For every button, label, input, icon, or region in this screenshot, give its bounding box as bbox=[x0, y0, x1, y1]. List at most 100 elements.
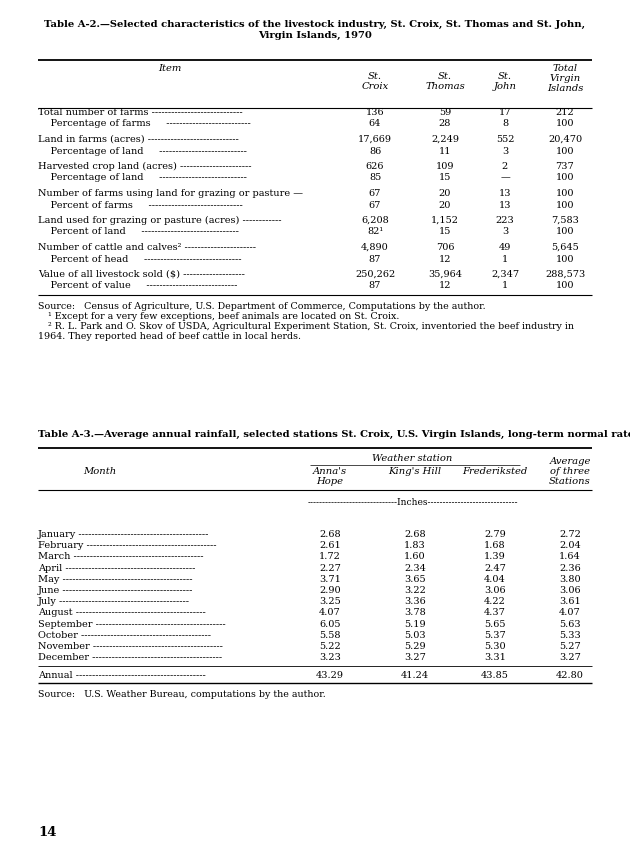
Text: July ----------------------------------------: July -----------------------------------… bbox=[38, 598, 190, 606]
Text: 100: 100 bbox=[556, 281, 575, 290]
Text: October ----------------------------------------: October --------------------------------… bbox=[38, 630, 211, 640]
Text: 5.29: 5.29 bbox=[404, 642, 426, 651]
Text: Islands: Islands bbox=[547, 84, 583, 93]
Text: 2.72: 2.72 bbox=[559, 530, 581, 539]
Text: Month: Month bbox=[83, 467, 117, 476]
Text: Anna's: Anna's bbox=[313, 467, 347, 476]
Text: 2.36: 2.36 bbox=[559, 564, 581, 572]
Text: Percentage of farms     --------------------------: Percentage of farms --------------------… bbox=[38, 120, 251, 128]
Text: Weather station: Weather station bbox=[372, 454, 453, 463]
Text: 4.37: 4.37 bbox=[484, 609, 506, 617]
Text: 5.58: 5.58 bbox=[319, 630, 341, 640]
Text: Source:   U.S. Weather Bureau, computations by the author.: Source: U.S. Weather Bureau, computation… bbox=[38, 690, 326, 700]
Text: 136: 136 bbox=[365, 108, 384, 117]
Text: Item: Item bbox=[158, 64, 181, 73]
Text: John: John bbox=[493, 82, 517, 91]
Text: 5.65: 5.65 bbox=[484, 619, 506, 629]
Text: June ----------------------------------------: June -----------------------------------… bbox=[38, 586, 193, 595]
Text: Percent of head     ------------------------------: Percent of head ------------------------… bbox=[38, 255, 241, 263]
Text: Percentage of land     ---------------------------: Percentage of land ---------------------… bbox=[38, 173, 247, 183]
Text: 3.31: 3.31 bbox=[484, 653, 506, 662]
Text: December ----------------------------------------: December -------------------------------… bbox=[38, 653, 222, 662]
Text: 5.33: 5.33 bbox=[559, 630, 581, 640]
Text: September ----------------------------------------: September ------------------------------… bbox=[38, 619, 226, 629]
Text: Percent of value     ----------------------------: Percent of value -----------------------… bbox=[38, 281, 238, 290]
Text: 2.27: 2.27 bbox=[319, 564, 341, 572]
Text: 13: 13 bbox=[499, 189, 512, 198]
Text: 223: 223 bbox=[496, 216, 514, 225]
Text: 3.71: 3.71 bbox=[319, 575, 341, 584]
Text: 5.63: 5.63 bbox=[559, 619, 581, 629]
Text: 1.83: 1.83 bbox=[404, 541, 426, 550]
Text: 5.30: 5.30 bbox=[484, 642, 506, 651]
Text: 2,249: 2,249 bbox=[431, 135, 459, 144]
Text: 49: 49 bbox=[499, 243, 511, 252]
Text: 1: 1 bbox=[502, 281, 508, 290]
Text: 3.25: 3.25 bbox=[319, 598, 341, 606]
Text: 626: 626 bbox=[366, 162, 384, 171]
Text: March ----------------------------------------: March ----------------------------------… bbox=[38, 553, 203, 561]
Text: Hope: Hope bbox=[316, 477, 343, 486]
Text: 100: 100 bbox=[556, 255, 575, 263]
Text: 2.04: 2.04 bbox=[559, 541, 581, 550]
Text: Percent of land     ------------------------------: Percent of land ------------------------… bbox=[38, 228, 239, 236]
Text: Average: Average bbox=[549, 457, 591, 466]
Text: February ----------------------------------------: February -------------------------------… bbox=[38, 541, 217, 550]
Text: Harvested crop land (acres) ----------------------: Harvested crop land (acres) ------------… bbox=[38, 162, 251, 171]
Text: 67: 67 bbox=[369, 201, 381, 210]
Text: 2.90: 2.90 bbox=[319, 586, 341, 595]
Text: 87: 87 bbox=[369, 281, 381, 290]
Text: 7,583: 7,583 bbox=[551, 216, 579, 225]
Text: 5.19: 5.19 bbox=[404, 619, 426, 629]
Text: 1,152: 1,152 bbox=[431, 216, 459, 225]
Text: 3.27: 3.27 bbox=[404, 653, 426, 662]
Text: 41.24: 41.24 bbox=[401, 671, 429, 681]
Text: 5.22: 5.22 bbox=[319, 642, 341, 651]
Text: 2.34: 2.34 bbox=[404, 564, 426, 572]
Text: 1: 1 bbox=[502, 255, 508, 263]
Text: 6.05: 6.05 bbox=[319, 619, 341, 629]
Text: 5.03: 5.03 bbox=[404, 630, 426, 640]
Text: 2.47: 2.47 bbox=[484, 564, 506, 572]
Text: 706: 706 bbox=[436, 243, 454, 252]
Text: 86: 86 bbox=[369, 146, 381, 156]
Text: August ----------------------------------------: August ---------------------------------… bbox=[38, 609, 206, 617]
Text: 109: 109 bbox=[436, 162, 454, 171]
Text: Percent of farms     -----------------------------: Percent of farms -----------------------… bbox=[38, 201, 243, 210]
Text: 2.68: 2.68 bbox=[404, 530, 426, 539]
Text: January ----------------------------------------: January --------------------------------… bbox=[38, 530, 209, 539]
Text: St.: St. bbox=[368, 72, 382, 81]
Text: 3.80: 3.80 bbox=[559, 575, 581, 584]
Text: Annual ----------------------------------------: Annual ---------------------------------… bbox=[38, 671, 206, 681]
Text: 11: 11 bbox=[438, 146, 451, 156]
Text: 3.65: 3.65 bbox=[404, 575, 426, 584]
Text: 17,669: 17,669 bbox=[358, 135, 392, 144]
Text: Total: Total bbox=[553, 64, 578, 73]
Text: 3.06: 3.06 bbox=[484, 586, 506, 595]
Text: 28: 28 bbox=[439, 120, 451, 128]
Text: 3.23: 3.23 bbox=[319, 653, 341, 662]
Text: 13: 13 bbox=[499, 201, 512, 210]
Text: Land used for grazing or pasture (acres) ------------: Land used for grazing or pasture (acres)… bbox=[38, 216, 282, 225]
Text: 2.79: 2.79 bbox=[484, 530, 506, 539]
Text: 100: 100 bbox=[556, 228, 575, 236]
Text: Frederiksted: Frederiksted bbox=[462, 467, 528, 476]
Text: 1.72: 1.72 bbox=[319, 553, 341, 561]
Text: 100: 100 bbox=[556, 120, 575, 128]
Text: 20,470: 20,470 bbox=[548, 135, 582, 144]
Text: 3: 3 bbox=[502, 228, 508, 236]
Text: Table A-3.—Average annual rainfall, selected stations St. Croix, U.S. Virgin Isl: Table A-3.—Average annual rainfall, sele… bbox=[38, 430, 630, 439]
Text: 43.85: 43.85 bbox=[481, 671, 509, 681]
Text: King's Hill: King's Hill bbox=[389, 467, 442, 476]
Text: 6,208: 6,208 bbox=[361, 216, 389, 225]
Text: November ----------------------------------------: November -------------------------------… bbox=[38, 642, 223, 651]
Text: April ----------------------------------------: April ----------------------------------… bbox=[38, 564, 195, 572]
Text: 42.80: 42.80 bbox=[556, 671, 584, 681]
Text: 5.37: 5.37 bbox=[484, 630, 506, 640]
Text: 1.60: 1.60 bbox=[404, 553, 426, 561]
Text: 20: 20 bbox=[439, 189, 451, 198]
Text: 20: 20 bbox=[439, 201, 451, 210]
Text: Number of farms using land for grazing or pasture —: Number of farms using land for grazing o… bbox=[38, 189, 303, 198]
Text: 15: 15 bbox=[439, 228, 451, 236]
Text: Table A-2.—Selected characteristics of the livestock industry, St. Croix, St. Th: Table A-2.—Selected characteristics of t… bbox=[45, 20, 585, 29]
